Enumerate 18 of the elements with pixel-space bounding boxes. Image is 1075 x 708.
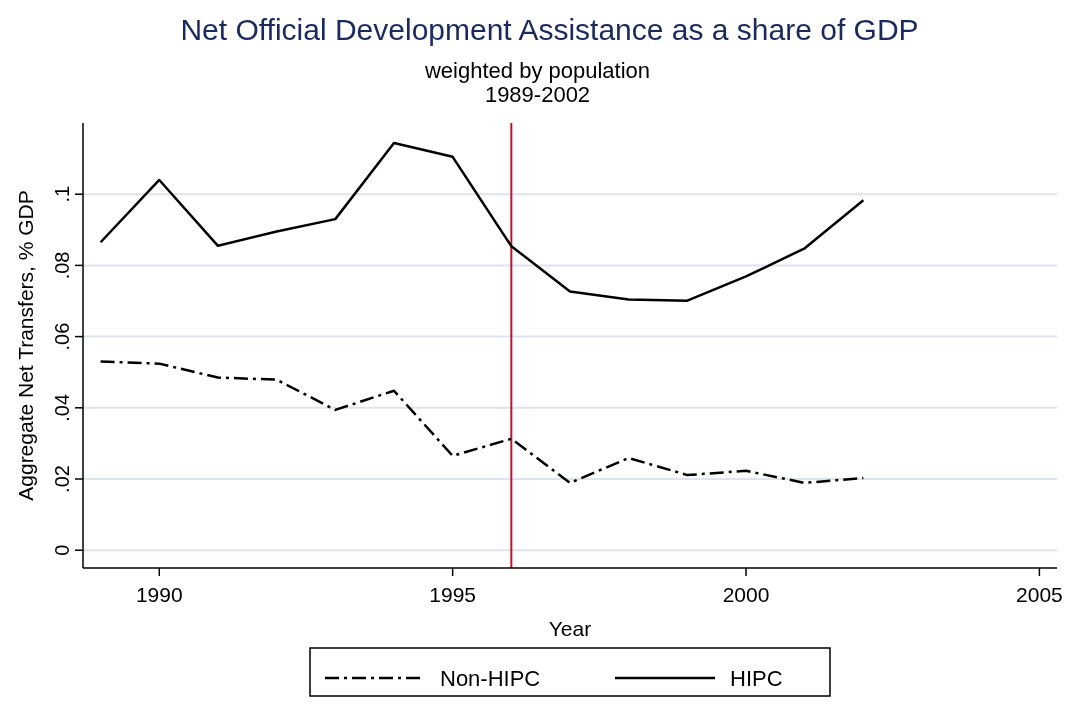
y-tick-label: .08	[51, 251, 73, 280]
y-tick-label: .06	[51, 322, 73, 351]
y-tick-label: .04	[51, 393, 73, 422]
x-tick-label: 2000	[722, 583, 770, 606]
chart-title: Net Official Development Assistance as a share of GDP	[180, 13, 919, 46]
y-tick-label: .02	[51, 465, 73, 493]
chart-subtitle: weighted by population 1989-2002	[423, 58, 651, 107]
legend-label: Non-HIPC	[440, 666, 541, 691]
x-axis-title: Year	[548, 617, 592, 640]
x-tick-label: 1990	[135, 583, 183, 606]
y-axis-title: Aggregate Net Transfers, % GDP	[14, 190, 37, 501]
line-series	[99, 141, 865, 302]
y-tick-label: .1	[51, 185, 73, 203]
y-tick-label: 0	[51, 544, 73, 556]
x-tick-label: 1995	[429, 583, 477, 606]
x-tick-label: 2005	[1016, 583, 1063, 606]
legend-label: HIPC	[730, 666, 783, 691]
line-series	[99, 360, 865, 485]
